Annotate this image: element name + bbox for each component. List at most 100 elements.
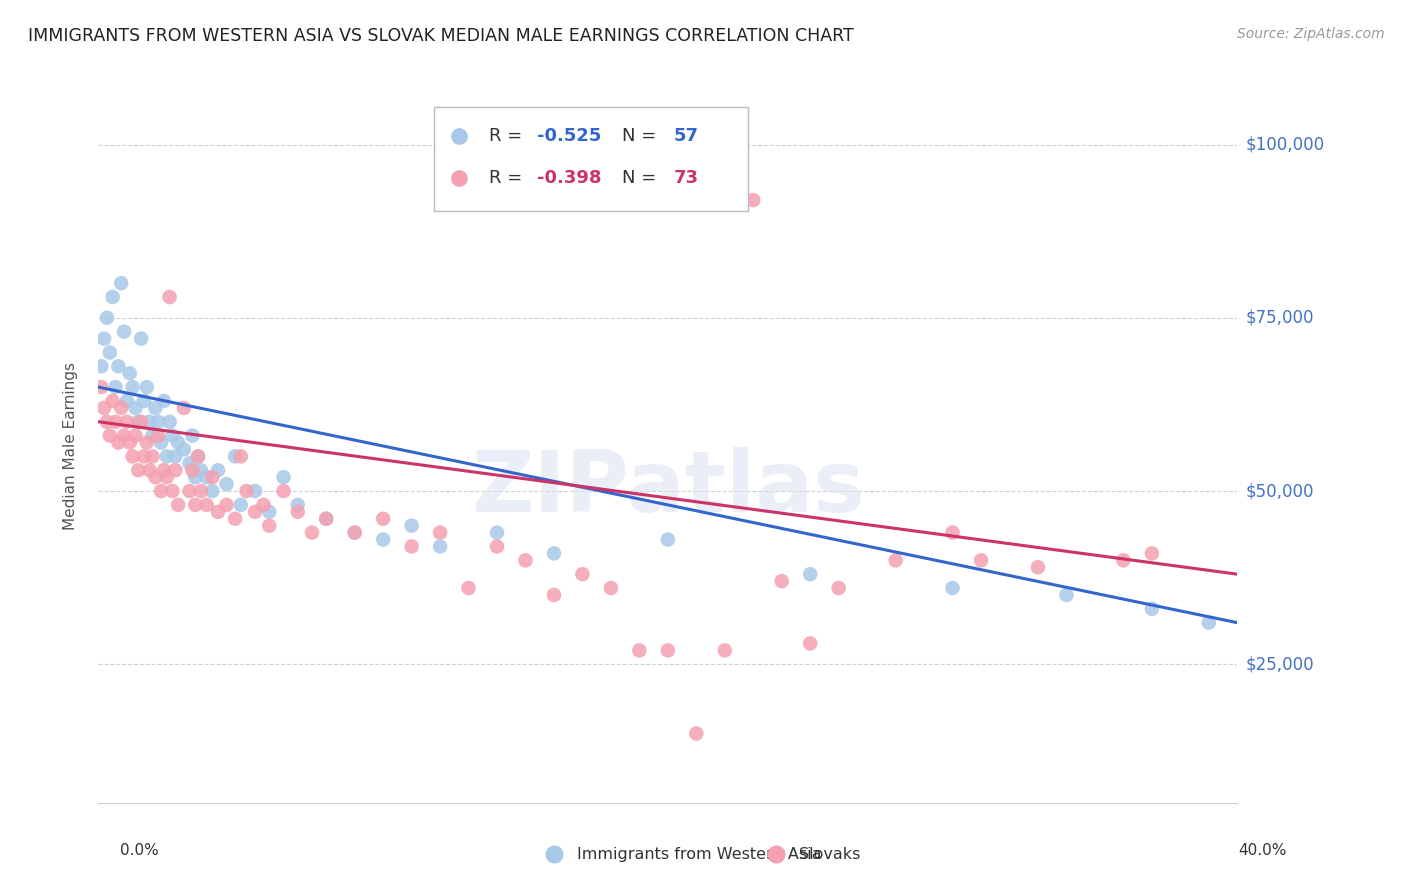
Point bbox=[173, 442, 195, 457]
Point bbox=[1140, 546, 1163, 560]
Point bbox=[301, 525, 323, 540]
Point bbox=[970, 553, 993, 567]
Point bbox=[115, 415, 138, 429]
Text: Source: ZipAtlas.com: Source: ZipAtlas.com bbox=[1237, 27, 1385, 41]
Point bbox=[135, 435, 157, 450]
Point bbox=[167, 498, 190, 512]
Text: $100,000: $100,000 bbox=[1246, 136, 1324, 153]
Point bbox=[138, 463, 160, 477]
Point bbox=[112, 325, 135, 339]
Point bbox=[98, 428, 121, 442]
FancyBboxPatch shape bbox=[434, 107, 748, 211]
Point bbox=[162, 483, 184, 498]
Point bbox=[115, 394, 138, 409]
Point bbox=[135, 380, 157, 394]
Point bbox=[112, 428, 135, 442]
Text: 0.0%: 0.0% bbox=[120, 843, 159, 858]
Point bbox=[148, 415, 170, 429]
Text: 57: 57 bbox=[673, 127, 699, 145]
Point bbox=[127, 415, 149, 429]
Point bbox=[315, 512, 337, 526]
Point bbox=[884, 553, 907, 567]
Point bbox=[207, 505, 229, 519]
Text: $25,000: $25,000 bbox=[1246, 656, 1315, 673]
Point bbox=[90, 359, 112, 374]
Point bbox=[243, 483, 266, 498]
Point bbox=[104, 380, 127, 394]
Point bbox=[96, 310, 118, 325]
Point bbox=[121, 380, 143, 394]
Y-axis label: Median Male Earnings: Median Male Earnings bbox=[63, 362, 77, 530]
Point bbox=[429, 540, 451, 554]
Point bbox=[259, 505, 281, 519]
Point bbox=[124, 428, 146, 442]
Point bbox=[195, 498, 218, 512]
Point bbox=[179, 483, 201, 498]
Text: 40.0%: 40.0% bbox=[1239, 843, 1286, 858]
Point bbox=[201, 470, 224, 484]
Point bbox=[287, 498, 309, 512]
Point bbox=[828, 581, 851, 595]
Point bbox=[657, 533, 679, 547]
Point bbox=[215, 498, 238, 512]
Point bbox=[1140, 602, 1163, 616]
Point bbox=[685, 726, 707, 740]
Point bbox=[124, 401, 146, 415]
Text: Slovaks: Slovaks bbox=[799, 847, 860, 862]
Point bbox=[181, 463, 204, 477]
Point bbox=[373, 512, 395, 526]
Point bbox=[153, 394, 176, 409]
Point bbox=[373, 533, 395, 547]
Point bbox=[215, 477, 238, 491]
Text: Immigrants from Western Asia: Immigrants from Western Asia bbox=[576, 847, 821, 862]
Point bbox=[343, 525, 366, 540]
Point bbox=[195, 470, 218, 484]
Point bbox=[273, 483, 295, 498]
Point bbox=[179, 456, 201, 470]
Point bbox=[93, 332, 115, 346]
Point bbox=[657, 643, 679, 657]
Point bbox=[148, 428, 170, 442]
Point bbox=[229, 450, 252, 464]
Text: ZIPatlas: ZIPatlas bbox=[471, 447, 865, 531]
Point bbox=[165, 450, 187, 464]
Point bbox=[252, 498, 274, 512]
Point bbox=[156, 470, 179, 484]
Point bbox=[1056, 588, 1078, 602]
Point bbox=[90, 380, 112, 394]
Point bbox=[165, 463, 187, 477]
Point bbox=[1112, 553, 1135, 567]
Point bbox=[207, 463, 229, 477]
Point bbox=[942, 525, 965, 540]
Point bbox=[457, 581, 479, 595]
Point bbox=[259, 518, 281, 533]
Point bbox=[145, 401, 167, 415]
Point bbox=[600, 581, 623, 595]
Point bbox=[190, 463, 212, 477]
Point bbox=[141, 450, 163, 464]
Text: IMMIGRANTS FROM WESTERN ASIA VS SLOVAK MEDIAN MALE EARNINGS CORRELATION CHART: IMMIGRANTS FROM WESTERN ASIA VS SLOVAK M… bbox=[28, 27, 853, 45]
Point bbox=[770, 574, 793, 588]
Point bbox=[224, 450, 246, 464]
Point bbox=[107, 435, 129, 450]
Text: N =: N = bbox=[623, 127, 657, 145]
Point bbox=[98, 345, 121, 359]
Point bbox=[156, 450, 179, 464]
Point bbox=[515, 553, 537, 567]
Point bbox=[181, 428, 204, 442]
Point bbox=[942, 581, 965, 595]
Point bbox=[315, 512, 337, 526]
Point bbox=[187, 450, 209, 464]
Point bbox=[486, 525, 509, 540]
Point bbox=[153, 463, 176, 477]
Point bbox=[571, 567, 593, 582]
Text: -0.525: -0.525 bbox=[537, 127, 602, 145]
Point bbox=[184, 498, 207, 512]
Text: R =: R = bbox=[489, 169, 522, 187]
Point bbox=[167, 435, 190, 450]
Text: 73: 73 bbox=[673, 169, 699, 187]
Point bbox=[235, 483, 257, 498]
Point bbox=[486, 540, 509, 554]
Point bbox=[110, 276, 132, 290]
Point bbox=[343, 525, 366, 540]
